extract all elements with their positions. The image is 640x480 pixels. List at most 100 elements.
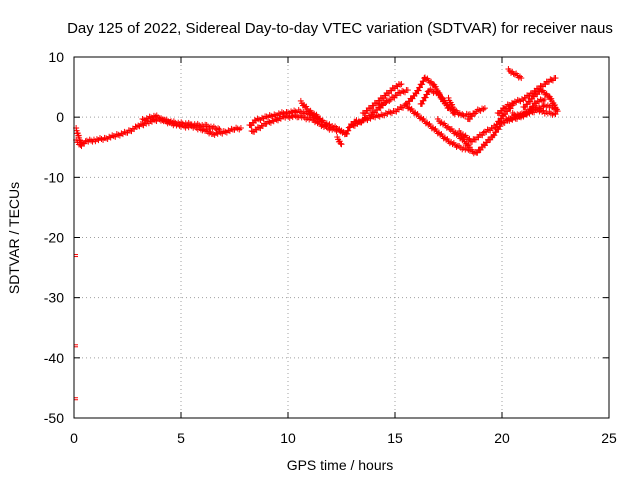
y-tick-label: 10 bbox=[48, 49, 64, 65]
data-point bbox=[419, 100, 426, 107]
data-point bbox=[386, 98, 393, 105]
data-point bbox=[194, 120, 201, 127]
data-point bbox=[541, 96, 548, 103]
data-point bbox=[78, 143, 85, 150]
data-point bbox=[215, 125, 222, 132]
data-point bbox=[413, 90, 420, 97]
x-tick-label: 15 bbox=[387, 430, 403, 446]
data-point bbox=[314, 120, 321, 127]
data-marks bbox=[73, 66, 561, 401]
data-point bbox=[419, 81, 426, 88]
data-point bbox=[489, 125, 496, 132]
data-point bbox=[553, 106, 560, 113]
data-point bbox=[518, 96, 525, 103]
data-point bbox=[449, 141, 456, 148]
data-point bbox=[554, 108, 561, 115]
data-point bbox=[516, 73, 523, 80]
data-point bbox=[323, 123, 330, 130]
data-point bbox=[272, 115, 279, 122]
data-point bbox=[399, 87, 406, 94]
data-point bbox=[470, 150, 477, 157]
data-point bbox=[416, 84, 423, 91]
data-point bbox=[345, 127, 352, 134]
data-point bbox=[251, 116, 258, 123]
data-point bbox=[481, 105, 488, 112]
data-point bbox=[480, 106, 487, 113]
data-point bbox=[400, 104, 407, 111]
data-point bbox=[265, 118, 272, 125]
data-point bbox=[334, 126, 341, 133]
x-axis-label: GPS time / hours bbox=[287, 457, 394, 473]
data-point bbox=[443, 124, 450, 131]
y-tick-label: -40 bbox=[44, 350, 64, 366]
data-point bbox=[507, 69, 514, 76]
data-point bbox=[397, 81, 404, 88]
data-point bbox=[415, 87, 422, 94]
data-point bbox=[213, 126, 220, 133]
ticks: 0 5 10 15 20 25 -50 -40 -30 -20 -10 0 10 bbox=[44, 49, 617, 446]
data-point bbox=[202, 128, 209, 135]
x-tick-label: 0 bbox=[70, 430, 78, 446]
data-point bbox=[465, 136, 472, 143]
data-point bbox=[420, 97, 427, 104]
data-point bbox=[511, 71, 518, 78]
data-point bbox=[152, 113, 159, 120]
data-point bbox=[453, 143, 460, 150]
chart-title: Day 125 of 2022, Sidereal Day-to-day VTE… bbox=[67, 20, 613, 37]
data-point bbox=[424, 91, 431, 98]
y-tick-label: -30 bbox=[44, 290, 64, 306]
data-point bbox=[439, 121, 446, 128]
data-point bbox=[540, 107, 547, 114]
data-point bbox=[185, 119, 192, 126]
data-point bbox=[404, 87, 411, 94]
y-tick-label: -20 bbox=[44, 230, 64, 246]
data-point bbox=[344, 130, 351, 137]
data-point bbox=[317, 115, 324, 122]
data-point bbox=[216, 126, 223, 133]
y-tick-label: -10 bbox=[44, 169, 64, 185]
data-point bbox=[552, 75, 559, 82]
data-point bbox=[479, 132, 486, 139]
data-point bbox=[547, 76, 554, 83]
data-point bbox=[88, 137, 95, 144]
data-point bbox=[367, 112, 374, 119]
data-point bbox=[538, 97, 545, 104]
data-point bbox=[494, 121, 501, 128]
data-point bbox=[422, 94, 429, 101]
data-point bbox=[199, 127, 206, 134]
data-point bbox=[139, 115, 146, 122]
data-point bbox=[237, 124, 244, 131]
data-point bbox=[514, 96, 521, 103]
data-point bbox=[206, 130, 213, 137]
y-tick-label: -50 bbox=[44, 410, 64, 426]
data-point bbox=[382, 100, 389, 107]
data-point bbox=[474, 106, 481, 113]
data-point bbox=[337, 140, 344, 147]
data-point bbox=[496, 118, 503, 125]
data-point bbox=[552, 111, 559, 118]
x-tick-label: 20 bbox=[494, 430, 510, 446]
data-point bbox=[466, 144, 473, 151]
x-tick-label: 5 bbox=[177, 430, 185, 446]
data-point bbox=[518, 75, 525, 82]
x-tick-label: 25 bbox=[601, 430, 617, 446]
data-point bbox=[491, 132, 498, 139]
data-point bbox=[492, 124, 499, 131]
data-point bbox=[445, 94, 452, 101]
data-point bbox=[461, 133, 468, 140]
x-tick-label: 10 bbox=[280, 430, 296, 446]
data-point bbox=[336, 127, 343, 134]
data-point bbox=[133, 123, 140, 130]
data-point bbox=[146, 113, 153, 120]
data-point bbox=[398, 81, 405, 88]
data-point bbox=[449, 101, 456, 108]
data-point bbox=[178, 119, 185, 126]
data-point bbox=[338, 141, 345, 148]
y-tick-label: 0 bbox=[56, 109, 64, 125]
y-axis-label: SDTVAR / TECUs bbox=[6, 182, 22, 294]
data-point bbox=[498, 115, 505, 122]
data-point bbox=[330, 125, 337, 132]
data-point bbox=[137, 120, 144, 127]
